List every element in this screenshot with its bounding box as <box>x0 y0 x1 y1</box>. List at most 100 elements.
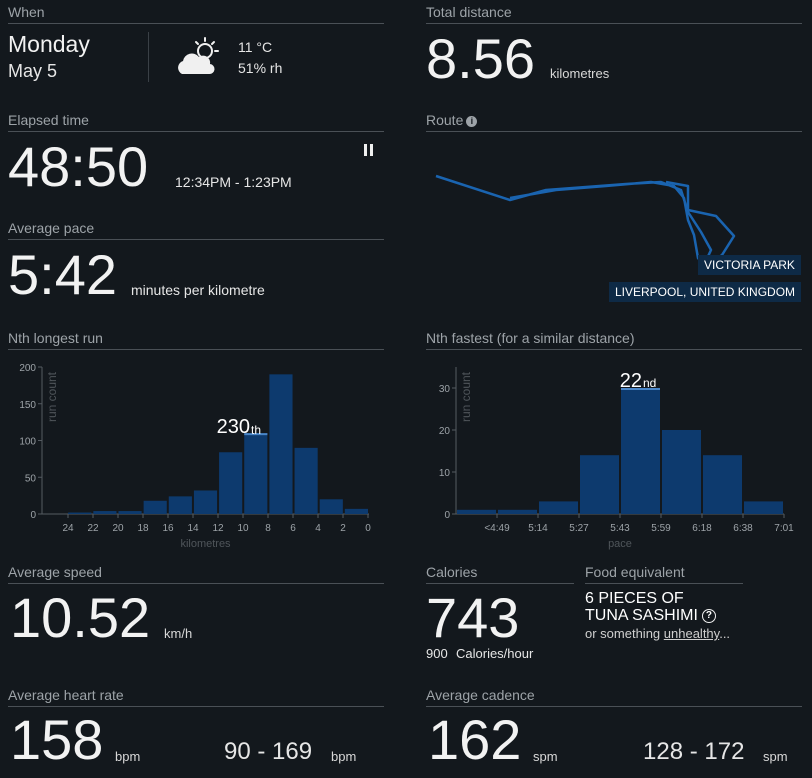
total-distance-label: Total distance <box>426 4 802 24</box>
bar <box>703 455 742 514</box>
x-axis-title: pace <box>608 538 632 550</box>
route-place-label: VICTORIA PARK <box>698 255 801 275</box>
food-equivalent-label: Food equivalent <box>585 564 743 584</box>
bar <box>168 496 192 514</box>
x-tick-label: 2 <box>340 523 346 534</box>
bar <box>580 455 619 514</box>
chart-annotation-rank: 22 <box>620 370 642 392</box>
average-hr-value: 158 <box>10 708 104 771</box>
bar <box>219 452 243 514</box>
x-tick-label: 5:14 <box>528 523 548 534</box>
unhealthy-link[interactable]: unhealthy <box>663 626 720 641</box>
y-tick-label: 50 <box>25 473 37 484</box>
average-speed-value: 10.52 <box>10 586 151 649</box>
x-tick-label: 22 <box>87 523 99 534</box>
x-tick-label: 10 <box>237 523 249 534</box>
bar <box>744 501 783 514</box>
x-tick-label: 24 <box>62 523 74 534</box>
calories-value: 743 <box>426 586 520 649</box>
question-icon[interactable]: ? <box>701 609 716 623</box>
food-line-1: 6 PIECES OF <box>585 590 684 607</box>
y-tick-label: 150 <box>19 400 36 411</box>
y-axis-title: run count <box>45 371 59 422</box>
x-tick-label: 6:18 <box>692 523 712 534</box>
nth-longest-label: Nth longest run <box>8 330 384 350</box>
x-tick-label: 6:38 <box>733 523 753 534</box>
x-tick-label: 16 <box>162 523 174 534</box>
bar <box>93 511 117 514</box>
bar <box>539 501 578 514</box>
x-tick-label: 6 <box>290 523 296 534</box>
cadence-range: 128 - 172 <box>643 738 745 765</box>
humidity: 51% rh <box>238 60 283 76</box>
food-tail-prefix: or something <box>585 626 661 641</box>
x-tick-label: 20 <box>112 523 124 534</box>
average-hr-label: Average heart rate <box>8 687 384 707</box>
divider <box>148 32 149 82</box>
y-tick-label: 200 <box>19 363 36 374</box>
pause-icon[interactable] <box>364 144 374 156</box>
bar <box>457 509 496 514</box>
bar <box>662 430 701 514</box>
bar <box>193 490 218 514</box>
route-label-text: Route <box>426 112 464 128</box>
x-tick-label: 5:27 <box>569 523 589 534</box>
chart-annotation-suffix: nd <box>643 376 656 390</box>
x-tick-label: 0 <box>365 523 371 534</box>
total-distance-unit: kilometres <box>550 66 610 81</box>
bar-highlight-cap <box>621 388 660 390</box>
y-tick-label: 10 <box>439 468 451 479</box>
x-tick-label: 12 <box>212 523 224 534</box>
info-icon[interactable]: i <box>466 116 478 127</box>
y-tick-label: 0 <box>30 510 36 521</box>
bar <box>68 512 92 514</box>
average-pace-unit: minutes per kilometre <box>131 282 265 298</box>
route-city-label: LIVERPOOL, UNITED KINGDOM <box>609 282 802 302</box>
chart-annotation-rank: 230 <box>217 416 250 438</box>
calories-label: Calories <box>426 564 574 584</box>
y-tick-label: 0 <box>444 510 450 521</box>
average-pace-value: 5:42 <box>8 243 117 306</box>
route-label: Route i <box>426 112 802 132</box>
bar <box>498 509 537 514</box>
x-axis-title: kilometres <box>180 538 231 550</box>
bar <box>143 500 167 514</box>
average-cadence-value: 162 <box>428 708 522 771</box>
bar <box>269 374 293 514</box>
average-speed-label: Average speed <box>8 564 384 584</box>
y-tick-label: 30 <box>439 384 451 395</box>
x-tick-label: 8 <box>265 523 271 534</box>
when-label: When <box>8 4 384 24</box>
average-hr-unit: bpm <box>115 749 141 764</box>
x-tick-label: 7:01 <box>774 523 794 534</box>
elapsed-time-range: 12:34PM - 1:23PM <box>175 174 292 190</box>
hr-range: 90 - 169 <box>224 738 313 765</box>
average-speed-unit: km/h <box>164 626 193 641</box>
food-tail: or something unhealthy... <box>585 626 730 641</box>
x-tick-label: 5:43 <box>610 523 630 534</box>
day-name: Monday <box>8 31 90 57</box>
x-tick-label: <4:49 <box>484 523 510 534</box>
bar <box>319 499 343 514</box>
bar <box>294 447 318 514</box>
average-cadence-label: Average cadence <box>426 687 802 707</box>
partly-cloudy-icon <box>178 37 219 75</box>
bar <box>244 433 268 514</box>
y-axis-title: run count <box>459 371 473 422</box>
calories-rate-unit: Calories/hour <box>456 646 534 661</box>
food-line-2-wrap: TUNA SASHIMI? <box>585 607 716 625</box>
temperature: 11 °C <box>238 39 273 55</box>
elapsed-time-value: 48:50 <box>8 135 149 198</box>
hr-range-unit: bpm <box>331 749 357 764</box>
bar <box>344 508 368 514</box>
bar <box>118 511 142 514</box>
average-cadence-unit: spm <box>533 749 558 764</box>
x-tick-label: 18 <box>137 523 149 534</box>
route-line <box>435 174 713 267</box>
y-tick-label: 20 <box>439 426 451 437</box>
cadence-range-unit: spm <box>763 749 788 764</box>
chart-annotation-suffix: th <box>251 423 261 437</box>
bar-highlight-cap <box>244 433 268 436</box>
x-tick-label: 14 <box>187 523 199 534</box>
